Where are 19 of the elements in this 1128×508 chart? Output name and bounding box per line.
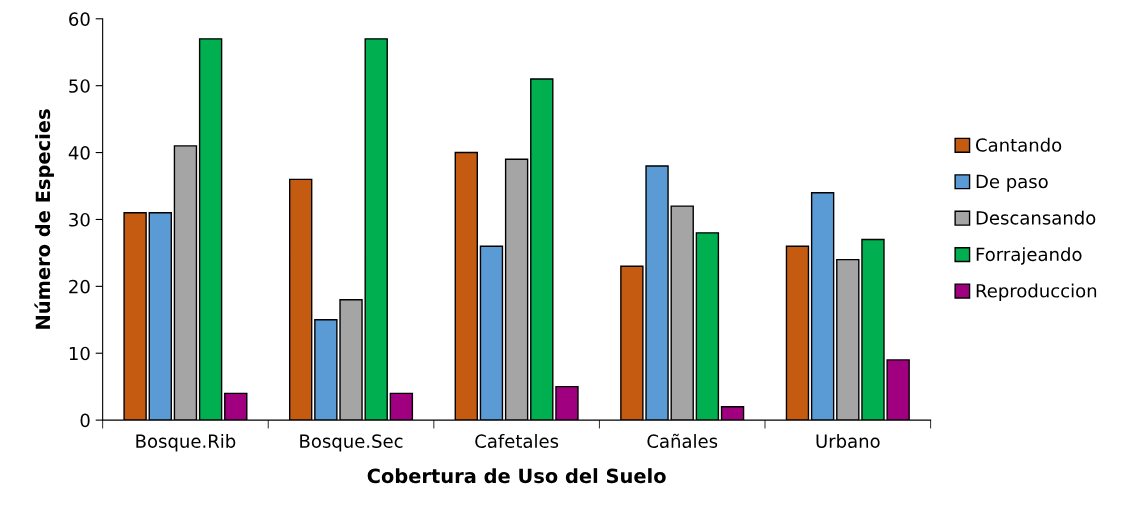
y-tick-label: 30	[69, 212, 90, 227]
x-tick-label: Bosque.Rib	[136, 434, 236, 452]
x-tick-label: Bosque.Sec	[300, 434, 403, 452]
x-tick-label: Cafetales	[475, 434, 559, 448]
y-tick-label: 60	[69, 12, 90, 26]
y-tick-label: 10	[69, 346, 90, 361]
y-axis-title: Número de Especies	[34, 109, 54, 329]
y-tick-label: 40	[68, 146, 90, 160]
legend-label: Descansando	[976, 210, 1096, 225]
legend-label: Reproduccion	[976, 283, 1097, 302]
legend-label: De paso	[976, 174, 1048, 192]
y-tick-label: 20	[69, 279, 90, 294]
legend-label: Cantando	[976, 137, 1062, 152]
x-axis-title: Cobertura de Uso del Suelo	[367, 468, 666, 484]
legend-label: Forrajeando	[976, 247, 1082, 265]
x-tick-label: Cañales	[647, 433, 718, 448]
x-tick-label: Urbano	[816, 434, 880, 448]
y-tick-label: 50	[69, 79, 90, 93]
y-tick-label: 0	[80, 413, 90, 428]
